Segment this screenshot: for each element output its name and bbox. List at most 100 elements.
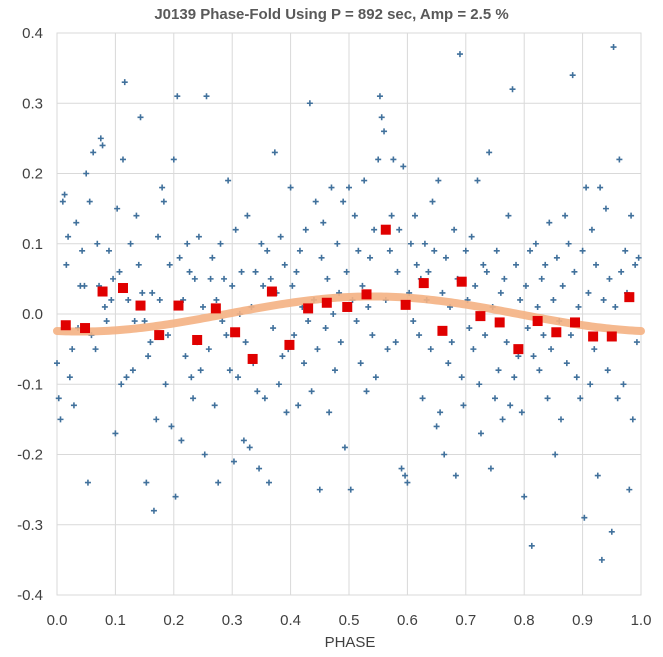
fit-line (53, 292, 645, 336)
data-point (427, 346, 434, 353)
data-point (108, 296, 115, 303)
data-point (256, 465, 263, 472)
data-point (265, 479, 272, 486)
data-point (83, 170, 90, 177)
data-point (141, 318, 148, 325)
data-point (388, 212, 395, 219)
data-point (626, 486, 633, 493)
data-point (381, 128, 388, 135)
data-point (244, 212, 251, 219)
data-point (442, 254, 449, 261)
data-point (270, 325, 277, 332)
data-point (600, 296, 607, 303)
data-point (176, 254, 183, 261)
data-point (581, 514, 588, 521)
data-point (123, 374, 130, 381)
data-point (616, 156, 623, 163)
data-point (79, 247, 86, 254)
data-point (295, 402, 302, 409)
data-point (340, 198, 347, 205)
data-point (470, 346, 477, 353)
data-point (521, 493, 528, 500)
data-point (289, 282, 296, 289)
data-point (402, 472, 409, 479)
tick-labels: 0.0 0.1 0.2 0.3 0.4 0.5 0.6 0.7 0.8 0.9 1.0 -0.4 -0.… (17, 25, 651, 629)
x-tick-label: 0.8 (514, 612, 535, 629)
data-point (538, 275, 545, 282)
data-point (105, 247, 112, 254)
data-point (501, 275, 508, 282)
data-point (451, 226, 458, 233)
data-point (499, 416, 506, 423)
data-point (110, 275, 117, 282)
data-point (242, 339, 249, 346)
y-tick-label: -0.2 (17, 447, 43, 464)
data-point (229, 282, 236, 289)
data-point (331, 367, 338, 374)
data-point (341, 444, 348, 451)
data-point (277, 233, 284, 240)
data-point (394, 268, 401, 275)
data-point (410, 318, 417, 325)
binned-point (437, 325, 448, 336)
data-point (536, 367, 543, 374)
binned-point (400, 299, 411, 310)
data-point (425, 268, 432, 275)
data-point (628, 212, 635, 219)
data-point (283, 409, 290, 416)
data-point (527, 247, 534, 254)
data-point (63, 261, 70, 268)
binned-point (456, 276, 467, 287)
plot-area-border (56, 32, 642, 596)
data-point (557, 416, 564, 423)
data-point (435, 177, 442, 184)
data-point (170, 156, 177, 163)
data-point (573, 374, 580, 381)
data-point (614, 395, 621, 402)
data-point (437, 409, 444, 416)
data-point (164, 332, 171, 339)
data-point (460, 402, 467, 409)
data-point (302, 226, 309, 233)
data-point (246, 444, 253, 451)
data-point (73, 219, 80, 226)
x-tick-label: 0.0 (47, 612, 68, 629)
data-point (160, 198, 167, 205)
data-point (139, 289, 146, 296)
binned-point (551, 327, 562, 338)
y-tick-label: -0.1 (17, 376, 43, 393)
data-point (530, 353, 537, 360)
data-point (195, 233, 202, 240)
data-point (378, 114, 385, 121)
data-point (119, 156, 126, 163)
binned-point (97, 286, 108, 297)
data-point (593, 261, 600, 268)
binned-point (173, 300, 184, 311)
data-point (330, 311, 337, 317)
data-point (191, 275, 198, 282)
data-point (314, 346, 321, 353)
data-point (81, 282, 88, 289)
data-point (511, 374, 518, 381)
data-point (103, 318, 110, 325)
binned-point (380, 224, 391, 235)
binned-point (418, 278, 429, 289)
data-point (168, 423, 175, 430)
data-point (125, 296, 132, 303)
axes (56, 32, 642, 596)
data-point (635, 254, 642, 261)
data-point (416, 332, 423, 339)
data-point (225, 177, 232, 184)
data-point (629, 416, 636, 423)
y-tick-label: 0.3 (22, 95, 43, 112)
data-point (186, 268, 193, 275)
data-point (404, 479, 411, 486)
data-point (258, 240, 265, 247)
x-tick-label: 0.5 (339, 612, 360, 629)
data-point (201, 451, 208, 458)
data-point (462, 247, 469, 254)
binned-point (230, 327, 241, 338)
data-point (445, 360, 452, 367)
data-point (633, 339, 640, 346)
binned-point (494, 317, 505, 328)
